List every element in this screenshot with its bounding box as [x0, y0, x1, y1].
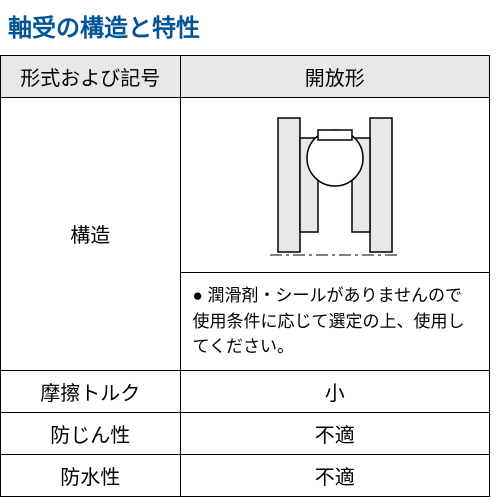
row-waterproof-label: 防水性	[1, 454, 181, 496]
row-dustproof-value: 不適	[180, 412, 489, 454]
row-friction-value: 小	[180, 370, 489, 412]
page-title: 軸受の構造と特性	[0, 0, 500, 55]
bearing-diagram	[270, 110, 400, 260]
row-structure-label: 構造	[1, 98, 181, 371]
row-dustproof-label: 防じん性	[1, 412, 181, 454]
spec-table: 形式および記号 開放形 構造	[0, 55, 490, 497]
header-type: 形式および記号	[1, 56, 181, 98]
structure-note: ● 潤滑剤・シールがありませんので使用条件に応じて選定の上、使用してください。	[180, 273, 489, 371]
bearing-diagram-cell	[180, 98, 489, 273]
row-waterproof-value: 不適	[180, 454, 489, 496]
row-friction-label: 摩擦トルク	[1, 370, 181, 412]
header-open: 開放形	[180, 56, 489, 98]
